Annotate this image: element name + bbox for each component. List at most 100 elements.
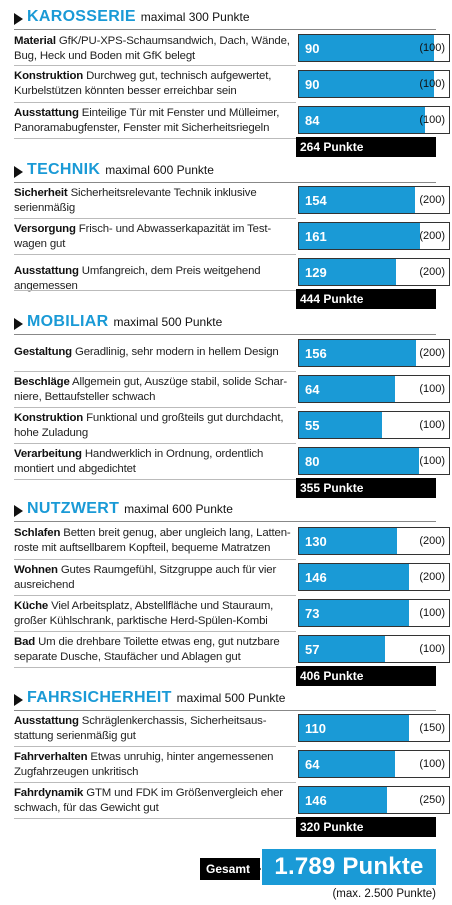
- criterion-label: Ausstattung: [14, 265, 79, 277]
- row-separator: [14, 559, 296, 560]
- score-bar-fill: [299, 787, 387, 813]
- section-total: 320 Punkte: [296, 817, 436, 837]
- section-max-points: maximal 300 Punkte: [140, 10, 250, 24]
- criterion-label: Beschläge: [14, 376, 70, 388]
- score-max: (150): [419, 722, 445, 734]
- row-separator: [14, 371, 296, 372]
- section-divider: [14, 182, 436, 183]
- criterion-label: Versorgung: [14, 223, 76, 235]
- criterion-text: Ausstattung Schräglenkerchassis, Sicherh…: [14, 714, 296, 743]
- score-bar: 110 (150): [298, 714, 450, 742]
- criterion-row: Konstruktion Funktional und großteils gu…: [14, 408, 450, 444]
- row-separator: [14, 746, 296, 747]
- criterion-description: GfK/PU-XPS-Schaumsandwich, Dach, Wände, …: [14, 35, 290, 62]
- score-bar-fill: [299, 564, 409, 590]
- row-separator: [14, 218, 296, 219]
- score-value: 80: [305, 454, 320, 469]
- section-total: 444 Punkte: [296, 289, 436, 309]
- criterion-row: Verarbeitung Handwerklich in Ordnung, or…: [14, 444, 450, 480]
- criterion-text: Wohnen Gutes Raumgefühl, Sitzgruppe auch…: [14, 563, 296, 592]
- section-max-points: maximal 500 Punkte: [113, 315, 223, 329]
- score-value: 156: [305, 346, 327, 361]
- section-divider: [14, 334, 436, 335]
- criterion-label: Konstruktion: [14, 412, 84, 424]
- criterion-text: Versorgung Frisch- und Abwasserkapazität…: [14, 222, 296, 251]
- criterion-text: Ausstattung Einteilige Tür mit Fenster u…: [14, 106, 296, 135]
- criterion-row: Konstruktion Durchweg gut, technisch auf…: [14, 66, 450, 103]
- criterion-description: Einteilige Tür mit Fenster und Mülleimer…: [14, 107, 280, 134]
- criterion-row: Sicherheit Sicherheitsrelevante Technik …: [14, 183, 450, 219]
- row-separator: [14, 479, 296, 480]
- score-max: (100): [419, 455, 445, 467]
- score-max: (200): [419, 347, 445, 359]
- triangle-bullet-icon: [14, 505, 23, 517]
- triangle-bullet-icon: [14, 694, 23, 706]
- score-bar-fill: [299, 187, 415, 213]
- score-bar-fill: [299, 71, 434, 97]
- score-bar-fill: [299, 636, 385, 662]
- score-value: 130: [305, 534, 327, 549]
- score-value: 154: [305, 193, 327, 208]
- section-header: FAHRSICHERHEIT maximal 500 Punkte: [14, 689, 285, 709]
- criterion-label: Fahrverhalten: [14, 751, 88, 763]
- criterion-row: Material GfK/PU-XPS-Schaumsandwich, Dach…: [14, 31, 450, 66]
- criterion-label: Verarbeitung: [14, 448, 82, 460]
- row-separator: [14, 138, 296, 139]
- row-separator: [14, 595, 296, 596]
- criterion-description: Geradlinig, sehr modern in hellem Design: [72, 346, 279, 358]
- section-total: 406 Punkte: [296, 666, 436, 686]
- section-title: KAROSSERIE: [27, 8, 136, 25]
- criterion-row: Gestaltung Geradlinig, sehr modern in he…: [14, 336, 450, 372]
- score-bar: 90 (100): [298, 34, 450, 62]
- criterion-description: Sicherheitsrelevante Technik inklusive s…: [14, 187, 257, 214]
- criterion-text: Gestaltung Geradlinig, sehr modern in he…: [14, 345, 296, 360]
- section-divider: [14, 29, 436, 30]
- criterion-text: Ausstattung Umfangreich, dem Preis weitg…: [14, 264, 296, 293]
- row-separator: [14, 254, 296, 255]
- row-separator: [14, 407, 296, 408]
- section-divider: [14, 521, 436, 522]
- score-max: (200): [419, 266, 445, 278]
- score-bar: 146 (200): [298, 563, 450, 591]
- row-separator: [14, 818, 296, 819]
- score-value: 64: [305, 757, 320, 772]
- section-title: NUTZWERT: [27, 500, 120, 517]
- criterion-description: Umfangreich, dem Preis weitgehend angeme…: [14, 265, 261, 292]
- criterion-text: Küche Viel Arbeitsplatz, Abstellfläche u…: [14, 599, 296, 628]
- score-bar: 154 (200): [298, 186, 450, 214]
- score-max: (100): [419, 42, 445, 54]
- criterion-text: Material GfK/PU-XPS-Schaumsandwich, Dach…: [14, 34, 296, 63]
- criterion-description: Handwerklich in Ordnung, ordentlich mont…: [14, 448, 264, 475]
- row-separator: [14, 65, 296, 66]
- criterion-text: Fahrverhalten Etwas unruhig, hinter ange…: [14, 750, 296, 779]
- total-max: (max. 2.500 Punkte): [332, 888, 436, 900]
- criterion-row: Schlafen Betten breit genug, aber unglei…: [14, 523, 450, 560]
- score-bar-fill: [299, 107, 425, 133]
- score-max: (250): [419, 794, 445, 806]
- row-separator: [14, 443, 296, 444]
- score-value: 146: [305, 793, 327, 808]
- score-max: (100): [419, 758, 445, 770]
- section-header: MOBILIAR maximal 500 Punkte: [14, 313, 222, 333]
- score-value: 57: [305, 642, 320, 657]
- criterion-row: Ausstattung Schräglenkerchassis, Sicherh…: [14, 711, 450, 747]
- score-bar-fill: [299, 751, 395, 777]
- score-value: 129: [305, 265, 327, 280]
- score-value: 90: [305, 77, 320, 92]
- score-bar: 146 (250): [298, 786, 450, 814]
- criterion-label: Konstruktion: [14, 70, 84, 82]
- criterion-row: Beschläge Allgemein gut, Auszüge stabil,…: [14, 372, 450, 408]
- criterion-description: Um die drehbare Toilette etwas eng, gut …: [14, 636, 280, 663]
- section-title: MOBILIAR: [27, 313, 109, 330]
- score-bar: 90 (100): [298, 70, 450, 98]
- criterion-text: Fahrdynamik GTM und FDK im Größenverglei…: [14, 786, 296, 815]
- criterion-label: Gestaltung: [14, 346, 72, 358]
- score-max: (200): [419, 194, 445, 206]
- row-separator: [14, 290, 296, 291]
- criterion-text: Verarbeitung Handwerklich in Ordnung, or…: [14, 447, 296, 476]
- row-separator: [14, 667, 296, 668]
- section-title: FAHRSICHERHEIT: [27, 689, 172, 706]
- score-max: (100): [419, 419, 445, 431]
- section-max-points: maximal 500 Punkte: [176, 691, 286, 705]
- criterion-row: Wohnen Gutes Raumgefühl, Sitzgruppe auch…: [14, 560, 450, 596]
